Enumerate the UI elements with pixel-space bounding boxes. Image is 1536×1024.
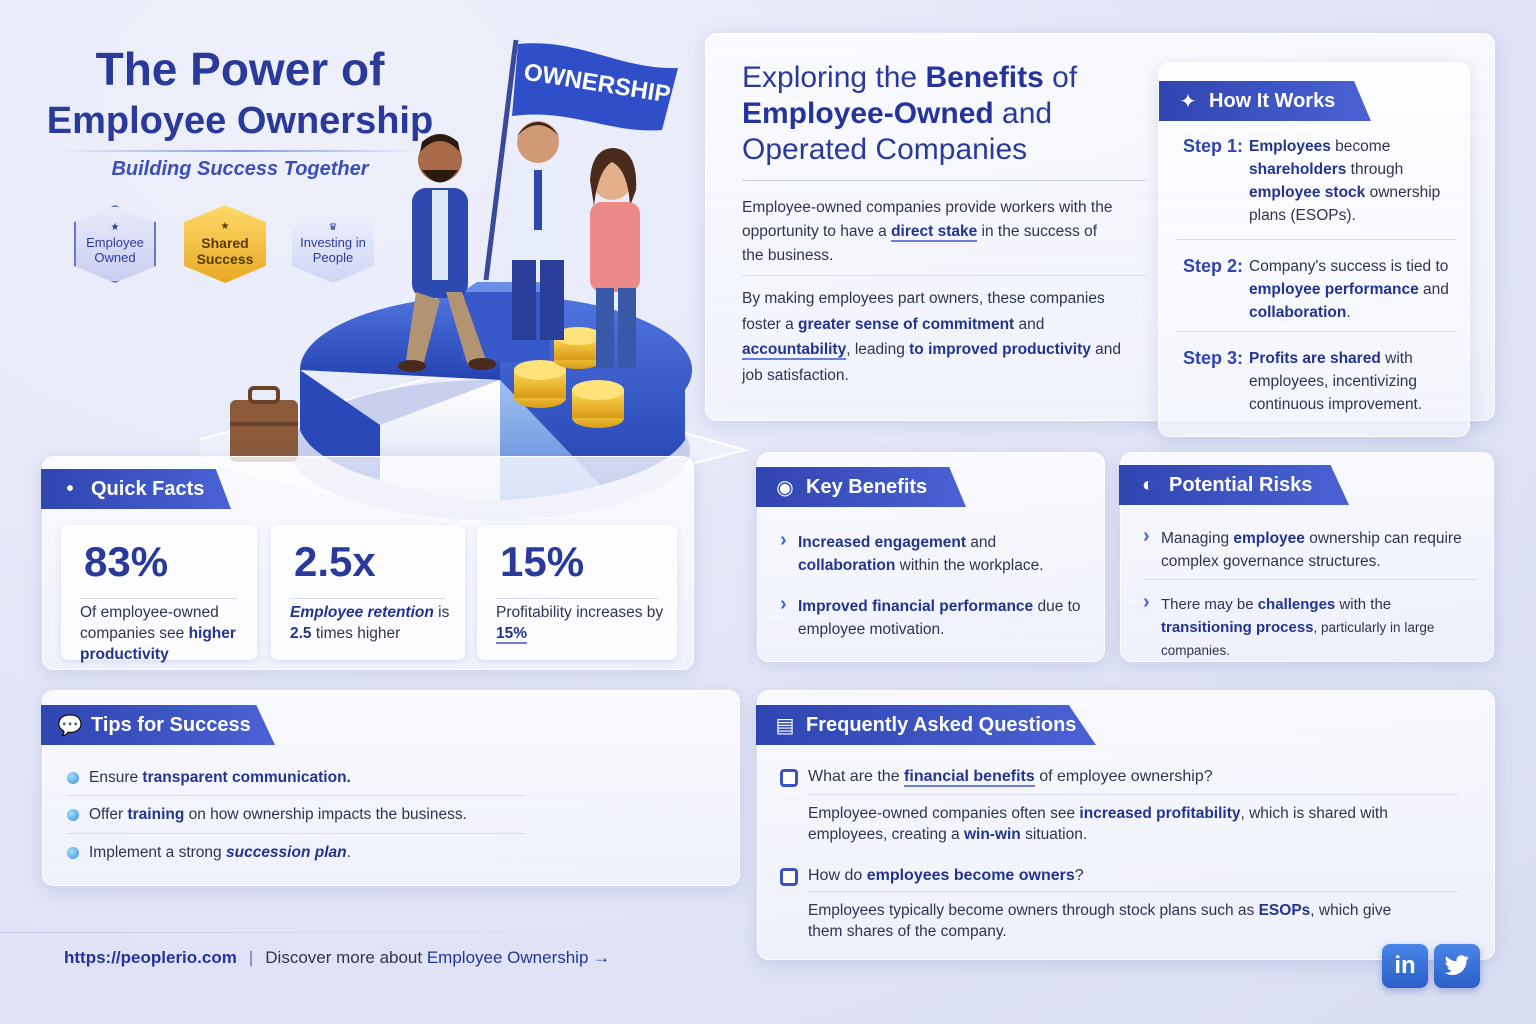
chat-bubbles-icon: 💬 <box>57 714 83 737</box>
intro-paragraph-2: By making employees part owners, these c… <box>742 290 1122 384</box>
fact-value: 15% <box>500 538 585 585</box>
step-2: Step 2: Company's success is tied to empl… <box>1183 256 1449 321</box>
lightning-icon: ✦ <box>1179 90 1197 113</box>
faq-question-1[interactable]: What are the financial benefits of emplo… <box>780 768 1213 787</box>
faq-question-2[interactable]: How do employees become owners? <box>780 867 1084 886</box>
lightbulb-icon: ◐ <box>1141 473 1155 496</box>
tip-item: Ensure transparent communication. <box>67 769 351 787</box>
tips-header: 💬 Tips for Success <box>41 705 275 745</box>
badge-shared-success: ★ Shared Success <box>184 205 266 283</box>
page-title-line2: Employee Ownership <box>46 100 434 142</box>
tip-item: Offer training on how ownership impacts … <box>67 806 467 824</box>
potential-risks-header: ◐ Potential Risks <box>1119 465 1349 505</box>
coin-stack <box>514 327 624 428</box>
intro-heading: Exploring the Benefits of Employee-Owned… <box>742 61 1078 166</box>
badge-employee-owned: ★ Employee Owned <box>74 205 156 283</box>
how-it-works-header: ✦ How It Works <box>1159 81 1371 121</box>
fact-description: Of employee-owned companies see higher p… <box>80 604 236 663</box>
step-3: Step 3: Profits are shared with employees… <box>1183 348 1423 413</box>
key-benefits-panel: ◉Key Benefits Increased engagement and c… <box>756 452 1105 662</box>
person-right <box>590 148 640 368</box>
intro-divider-2 <box>742 275 1146 276</box>
badge-label: Employee Owned <box>86 234 144 265</box>
fact-divider <box>290 598 446 599</box>
linkedin-icon[interactable]: in <box>1382 944 1428 988</box>
fact-card-productivity: 83% Of employee-owned companies see high… <box>61 525 257 663</box>
benefit-item: Increased engagement and collaboration w… <box>780 529 1090 577</box>
bullet-dot-icon <box>67 809 79 821</box>
star-icon: ★ <box>220 221 230 233</box>
faq-header: ▤ Frequently Asked Questions <box>756 705 1096 745</box>
risk-item: Managing employee ownership can require … <box>1143 525 1479 573</box>
pie-slice-blue <box>300 294 500 380</box>
discover-link[interactable]: Employee Ownership → <box>426 948 611 967</box>
fact-description: Profitability increases by 15% <box>496 604 664 644</box>
badge-label: Investing in People <box>300 234 366 265</box>
quick-facts-header: • Quick Facts <box>41 469 231 509</box>
star-icon: ★ <box>110 222 120 234</box>
twitter-bird-icon <box>1444 955 1470 975</box>
location-pin-icon: ◉ <box>776 476 794 499</box>
footer-text: Discover more about <box>265 948 427 967</box>
fact-description: Employee retention is 2.5 times higher <box>290 604 450 642</box>
fact-divider <box>496 598 658 599</box>
intro-divider <box>742 180 1146 181</box>
key-benefits-header: ◉ Key Benefits <box>756 467 966 507</box>
fact-divider <box>80 598 238 599</box>
tip-divider <box>67 833 525 834</box>
intro-paragraph-1: Employee-owned companies provide workers… <box>742 199 1113 264</box>
badge-label: Shared Success <box>196 234 254 267</box>
flagpole <box>483 39 519 281</box>
ownership-flag <box>512 43 678 131</box>
faq-answer-1: Employee-owned companies often see incre… <box>808 805 1388 843</box>
step-divider <box>1177 331 1457 332</box>
person-center <box>510 121 566 340</box>
page-subtitle: Building Success Together <box>111 158 369 180</box>
fact-card-retention: 2.5x Employee retention is 2.5 times hig… <box>271 525 465 660</box>
quick-facts-panel: • Quick Facts 83% Of employee-owned compa… <box>41 456 694 670</box>
faq-answer-2: Employees typically become owners throug… <box>808 902 1392 940</box>
dot-icon: • <box>66 477 74 500</box>
footer-separator: | <box>248 948 254 967</box>
person-left <box>398 134 496 372</box>
ownership-illustration: OWNERSHIP <box>200 39 749 527</box>
question-icon <box>780 868 798 886</box>
question-icon <box>780 769 798 787</box>
step-1: Step 1: Employees become shareholders thr… <box>1183 136 1441 224</box>
pie-slice-blue-side <box>300 370 380 480</box>
bullet-dot-icon <box>67 772 79 784</box>
faq-divider <box>808 794 1458 795</box>
benefit-item: Improved financial performance due to em… <box>780 593 1090 641</box>
tip-item: Implement a strong succession plan. <box>67 844 351 862</box>
step-divider <box>1177 239 1457 240</box>
tips-panel: 💬 Tips for Success Ensure transparent com… <box>41 690 740 886</box>
faq-divider <box>808 891 1458 892</box>
footer: https://peoplerio.com | Discover more abou… <box>64 948 610 968</box>
page-title-line1: The Power of <box>95 43 385 95</box>
fact-value: 83% <box>84 538 169 585</box>
risk-divider <box>1143 579 1477 580</box>
potential-risks-panel: ◐Potential Risks Managing employee owner… <box>1119 452 1494 662</box>
briefcase-icon <box>230 386 298 462</box>
tip-divider <box>67 795 525 796</box>
crown-icon: ♛ <box>328 222 338 234</box>
bullet-dot-icon <box>67 847 79 859</box>
fact-value: 2.5x <box>294 538 376 585</box>
title-divider <box>60 150 420 152</box>
badge-investing-in-people: ♛ Investing in People <box>292 205 374 283</box>
website-link[interactable]: https://peoplerio.com <box>64 948 237 967</box>
faq-panel: ▤ Frequently Asked Questions What are the… <box>756 690 1495 960</box>
footer-divider <box>0 932 760 933</box>
how-it-works-panel: ✦ How It Works Step 1: Employees become sh… <box>1158 62 1470 437</box>
message-icon: ▤ <box>775 714 795 737</box>
twitter-icon[interactable] <box>1434 944 1480 988</box>
risk-item: There may be challenges with the transit… <box>1143 591 1479 662</box>
fact-card-profitability: 15% Profitability increases by 15% <box>477 525 677 660</box>
